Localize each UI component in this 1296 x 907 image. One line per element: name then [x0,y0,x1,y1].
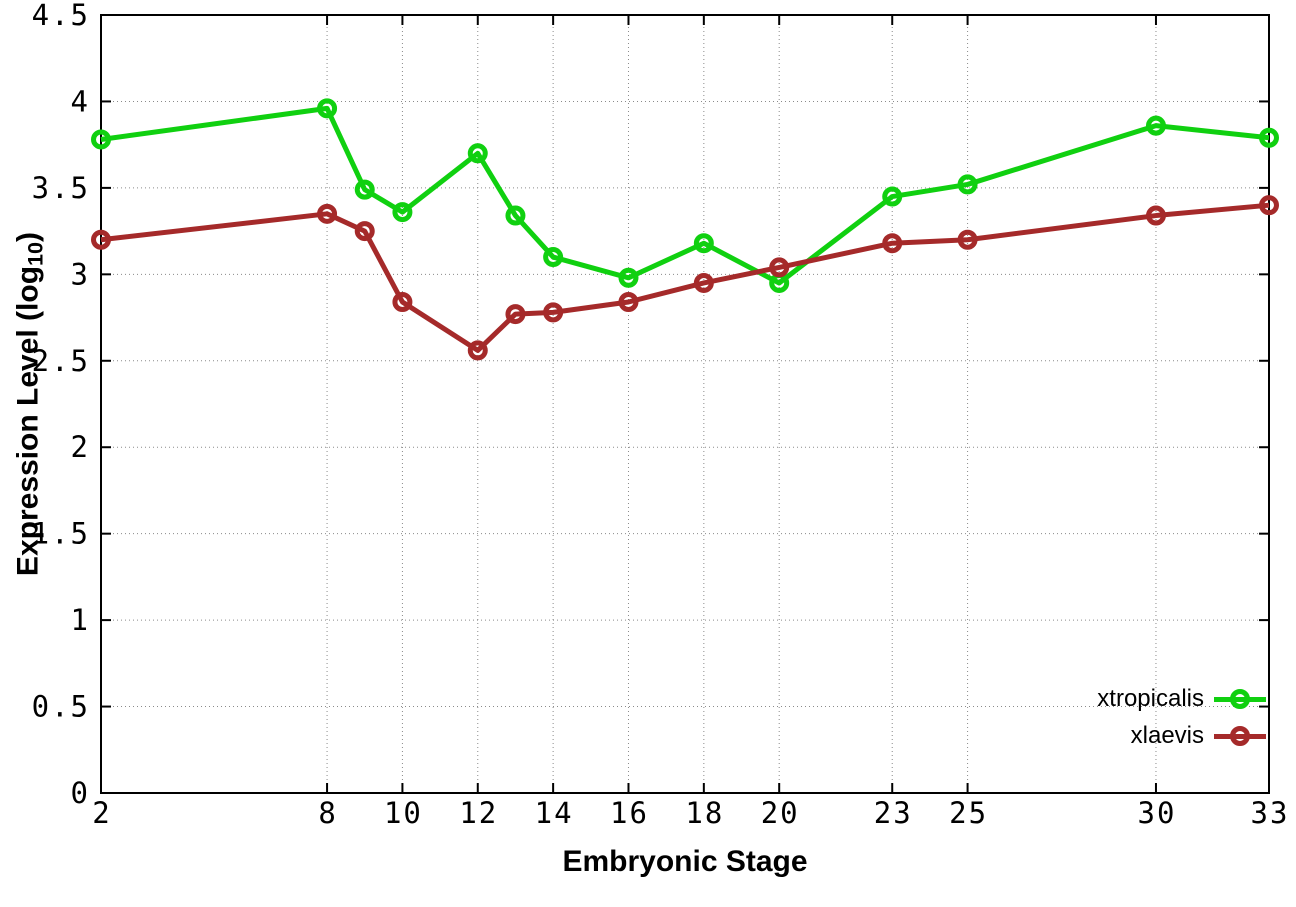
data-point-xlaevis-stage-23 [882,233,903,254]
data-point-xlaevis-stage-30 [1145,205,1166,226]
data-point-xlaevis-stage-12 [467,340,488,361]
data-point-xtropicalis-stage-8 [317,98,338,119]
legend-circle-marker-icon [1230,689,1250,709]
data-point-xlaevis-stage-16 [618,291,639,312]
legend-label-xlaevis: xlaevis [1130,722,1204,749]
data-point-xtropicalis-stage-13 [505,205,526,226]
x-tick-label: 16 [610,796,649,830]
y-axis-label: Expression Level (log10) [12,232,49,576]
x-tick-label: 12 [459,796,498,830]
legend: xtropicalis xlaevis [1097,684,1266,751]
x-tick-label: 2 [92,796,111,830]
data-point-xlaevis-stage-13 [505,304,526,325]
y-tick-label: 3 [71,257,90,291]
series-line-xlaevis [100,202,1270,353]
series-line-xtropicalis [100,105,1270,286]
x-tick-label: 10 [384,796,423,830]
y-tick-label: 2.5 [32,344,90,378]
plot-border [100,14,1270,794]
data-point-xtropicalis-stage-23 [882,186,903,207]
data-point-xtropicalis-stage-9 [354,179,375,200]
data-point-xlaevis-stage-33 [1259,195,1279,216]
x-tick-label: 30 [1138,796,1177,830]
legend-marker-xtropicalis [1214,687,1266,711]
y-tick-label: 2 [71,430,90,464]
x-tick-label: 23 [874,796,913,830]
data-point-xlaevis-stage-8 [317,203,338,224]
data-point-xtropicalis-stage-33 [1259,127,1279,148]
data-point-xtropicalis-stage-30 [1145,115,1166,136]
y-tick-label: 4.5 [32,0,90,32]
y-axis-label-text: Expression Level (log [11,265,45,577]
data-point-xlaevis-stage-18 [693,272,714,293]
data-point-xlaevis-stage-25 [957,229,978,250]
x-tick-label: 25 [949,796,988,830]
y-axis-label-subscript: 10 [22,241,48,266]
y-tick-label: 1.5 [32,517,90,551]
data-point-xtropicalis-stage-10 [392,202,413,223]
x-tick-label: 8 [318,796,337,830]
legend-item-xlaevis: xlaevis [1131,721,1266,751]
x-tick-label: 20 [761,796,800,830]
data-point-xtropicalis-stage-12 [467,143,488,164]
y-axis-label-suffix: ) [11,231,45,242]
data-point-xtropicalis-stage-25 [957,174,978,195]
data-point-xlaevis-stage-14 [543,302,564,323]
x-tick-label: 18 [685,796,724,830]
x-tick-label: 14 [535,796,574,830]
y-tick-label: 4 [71,84,90,118]
data-point-xlaevis-stage-10 [392,291,413,312]
legend-label-xtropicalis: xtropicalis [1097,685,1204,712]
data-point-xtropicalis-stage-14 [543,247,564,268]
legend-circle-marker-icon [1230,726,1250,746]
y-tick-label: 0 [71,776,90,810]
data-point-xtropicalis-stage-18 [693,233,714,254]
x-tick-label: 33 [1251,796,1290,830]
y-tick-label: 3.5 [32,171,90,205]
y-tick-label: 0.5 [32,690,90,724]
legend-marker-xlaevis [1214,724,1266,748]
data-point-xtropicalis-stage-16 [618,267,639,288]
legend-item-xtropicalis: xtropicalis [1097,684,1266,714]
data-point-xlaevis-stage-9 [354,221,375,242]
x-axis-label: Embryonic Stage [562,845,808,878]
data-point-xlaevis-stage-2 [91,229,111,250]
y-tick-label: 1 [71,603,90,637]
data-point-xtropicalis-stage-2 [91,129,111,150]
data-point-xlaevis-stage-20 [769,257,790,278]
